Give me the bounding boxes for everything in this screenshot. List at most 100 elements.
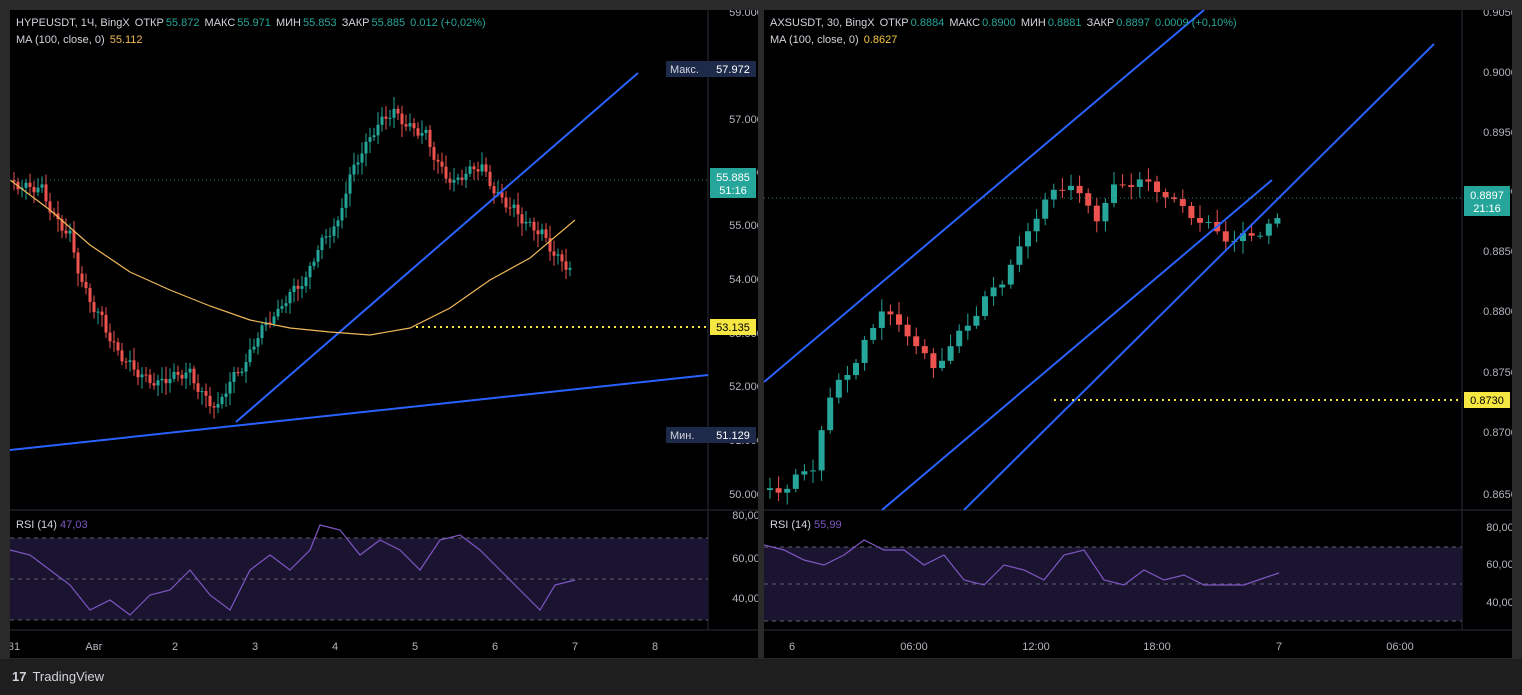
candle-body (990, 287, 997, 297)
left-chart-canvas[interactable]: 59.00057.00056.00055.00054.00053.00052.0… (10, 10, 758, 658)
candle-body (236, 372, 240, 374)
right-rsi-legend[interactable]: RSI (14) 55,99 (770, 519, 842, 531)
candle-body (112, 341, 116, 343)
left-high-value: 55.971 (237, 17, 271, 29)
candle-body (160, 378, 164, 381)
candle-body (164, 378, 168, 384)
candle-body (172, 371, 176, 379)
rsi-line (764, 539, 1280, 586)
left-ma-label: MA (100, close, 0) (16, 34, 105, 46)
candle-body (324, 236, 328, 238)
candle-body (100, 311, 104, 315)
candle-body (356, 162, 360, 165)
candle-body (380, 116, 384, 125)
candle-body (372, 135, 376, 138)
time-axis-label: 6 (789, 641, 795, 653)
left-ma-legend[interactable]: MA (100, close, 0) 55.112 (16, 33, 145, 48)
candle-body (64, 230, 68, 234)
rsi-axis-label: 80,00 (732, 510, 758, 522)
candle-body (388, 117, 392, 119)
candle-body (1154, 181, 1160, 193)
candle-body (552, 251, 556, 256)
right-ohlc-legend: AXSUSDT, 30, BingX ОТКР 0.8884 МАКС 0.8900… (770, 16, 1239, 31)
candle-body (532, 221, 536, 231)
candle-body (818, 430, 825, 471)
candle-body (320, 237, 324, 251)
left-rsi-legend[interactable]: RSI (14) 47,03 (16, 519, 88, 531)
candle-body (1076, 185, 1083, 194)
candle-body (88, 288, 92, 303)
time-axis-label: 4 (332, 641, 338, 653)
candle-body (432, 147, 436, 160)
candle-body (1205, 221, 1212, 223)
rsi-band (10, 538, 708, 620)
price-axis-label: 59.000 (729, 10, 758, 19)
candle-body (973, 315, 980, 326)
right-ma-legend[interactable]: MA (100, close, 0) 0.8627 (770, 33, 899, 48)
left-chart-panel[interactable]: 59.00057.00056.00055.00054.00053.00052.0… (10, 10, 758, 658)
candle-body (440, 161, 444, 167)
candle-body (861, 339, 868, 363)
candle-body (140, 374, 144, 378)
candle-body (152, 383, 156, 386)
candle-body (1050, 189, 1057, 200)
candle-body (472, 166, 476, 170)
left-ma-value: 55.112 (109, 34, 143, 46)
candle-body (344, 193, 348, 208)
price-axis-label: 0.8650 (1483, 489, 1512, 501)
left-change-value: 0.012 (+0,02%) (410, 17, 486, 29)
candle-body (1025, 231, 1031, 247)
candle-body (767, 488, 773, 490)
brand-name: TradingView (32, 669, 105, 684)
candle-body (420, 132, 424, 136)
candle-body (124, 361, 128, 363)
candle-body (536, 230, 540, 235)
right-symbol[interactable]: AXSUSDT, 30, BingX (770, 17, 875, 29)
candle-body (228, 381, 232, 394)
candle-body (480, 164, 484, 172)
rsi-band (764, 547, 1462, 621)
candle-body (28, 182, 32, 187)
candle-body (104, 314, 108, 333)
trendline (764, 10, 1205, 383)
right-high-label: МАКС (949, 17, 981, 29)
price-axis-label: 54.000 (729, 274, 758, 286)
candle-body (1042, 199, 1049, 219)
candle-body (216, 404, 220, 408)
candle-body (1240, 233, 1246, 242)
candle-body (148, 374, 152, 384)
candle-body (999, 284, 1006, 288)
candle-body (1007, 264, 1014, 285)
time-axis-label: 31 (10, 641, 20, 653)
price-axis-label: 57.000 (729, 114, 758, 126)
right-change-value: 0.0009 (+0,10%) (1155, 17, 1237, 29)
price-axis-label: 55.000 (729, 220, 758, 232)
time-axis-label: 12:00 (1022, 641, 1050, 653)
candle-body (224, 393, 228, 397)
candle-body (280, 306, 284, 309)
candle-body (947, 346, 954, 361)
horizontal-level-value: 53.135 (716, 322, 750, 334)
candle-body (128, 360, 132, 362)
candle-body (212, 406, 216, 408)
time-axis-label: 18:00 (1143, 641, 1171, 653)
candle-body (436, 159, 440, 162)
candle-body (1016, 246, 1023, 265)
right-low-label: МИН (1020, 17, 1046, 29)
left-symbol[interactable]: HYPEUSDT, 1Ч, BingX (16, 17, 130, 29)
left-close-label: ЗАКР (341, 17, 370, 29)
candle-body (1059, 189, 1066, 191)
candle-body (348, 174, 352, 194)
candle-body (120, 350, 124, 362)
horizontal-level-tag (710, 319, 756, 335)
tradingview-logo[interactable]: 17 TradingView (12, 669, 104, 684)
candle-body (564, 261, 568, 270)
candle-body (1033, 218, 1040, 232)
candle-body (1119, 184, 1126, 186)
candle-body (827, 397, 834, 431)
time-axis-label: 8 (652, 641, 658, 653)
